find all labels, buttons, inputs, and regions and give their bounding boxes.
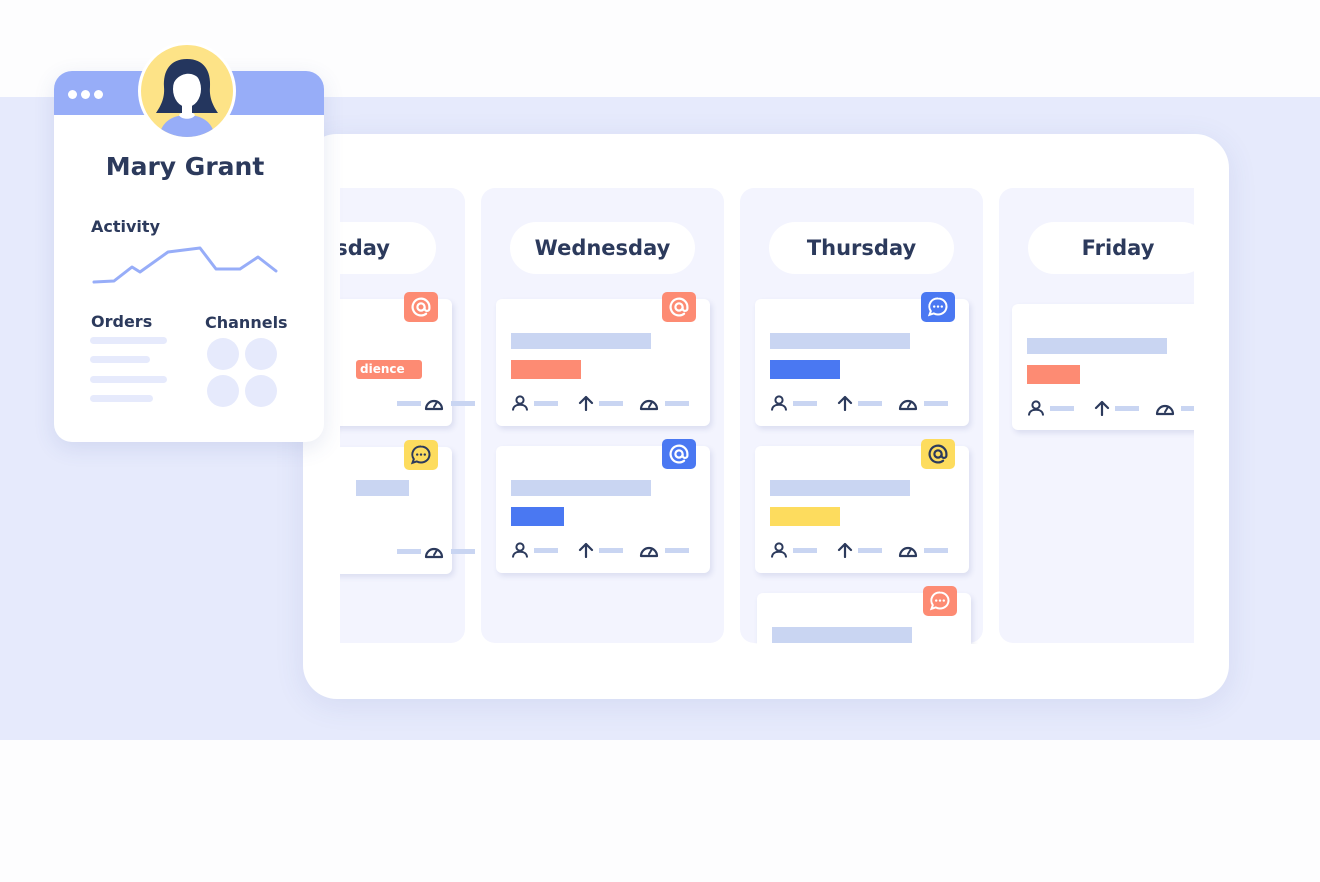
task-card[interactable] [755,439,969,573]
order-line [90,356,150,363]
order-line [90,376,167,383]
channel-circle[interactable] [207,338,239,370]
chat-icon [923,586,957,616]
chat-icon [921,292,955,322]
activity-sparkline [92,246,278,284]
gauge-icon [898,399,918,411]
column-tuesday: sday dience [340,188,475,643]
user-icon [512,542,528,558]
window-dot [68,90,77,99]
orders-label: Orders [91,312,153,331]
channels-label: Channels [205,313,288,332]
day-header[interactable]: Friday [1028,222,1194,274]
task-card[interactable]: dience [340,292,475,426]
arrow-up-icon [578,395,594,411]
board-columns: sday dience Wednesday [340,188,1194,644]
arrow-up-icon [837,542,853,558]
arrow-up-icon [837,395,853,411]
order-line [90,337,167,344]
arrow-up-icon [578,542,594,558]
user-icon [512,395,528,411]
task-tag: dience [356,360,422,379]
arrow-up-icon [1094,400,1110,416]
task-card[interactable] [755,292,969,426]
activity-label: Activity [91,217,160,236]
chat-icon [404,440,438,470]
gauge-icon [639,546,659,558]
gauge-icon [424,547,444,559]
task-card[interactable] [1012,304,1194,430]
day-header[interactable]: sday [340,222,436,274]
column-friday: Friday [999,188,1194,643]
user-icon [1028,400,1044,416]
window-dot [81,90,90,99]
at-icon [662,439,696,469]
channel-circle[interactable] [207,375,239,407]
task-card[interactable] [757,586,971,644]
column-wednesday: Wednesday [481,188,724,643]
column-thursday: Thursday [740,188,983,644]
order-line [90,395,153,402]
day-header[interactable]: Thursday [769,222,954,274]
gauge-icon [1155,404,1175,416]
gauge-icon [898,546,918,558]
channel-circle[interactable] [245,338,277,370]
gauge-icon [424,399,444,411]
task-card[interactable] [496,439,710,573]
user-icon [771,542,787,558]
task-card[interactable] [340,440,475,574]
at-icon [662,292,696,322]
window-dot [94,90,103,99]
user-icon [771,395,787,411]
channel-circle[interactable] [245,375,277,407]
at-icon [921,439,955,469]
avatar [138,42,236,140]
task-card[interactable] [496,292,710,426]
at-icon [404,292,438,322]
day-header[interactable]: Wednesday [510,222,695,274]
profile-name: Mary Grant [105,152,265,181]
gauge-icon [639,399,659,411]
